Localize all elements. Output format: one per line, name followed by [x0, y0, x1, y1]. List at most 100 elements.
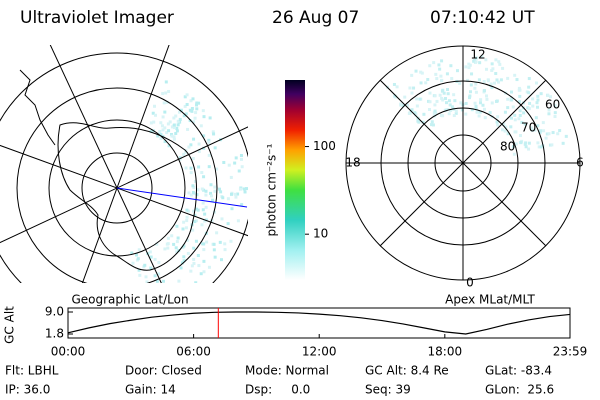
dot — [439, 74, 443, 78]
dot — [143, 263, 147, 267]
dot — [242, 187, 246, 191]
dot — [517, 86, 521, 90]
dot — [176, 236, 180, 240]
dot — [175, 129, 179, 133]
dot — [420, 71, 424, 75]
dot — [530, 126, 534, 130]
dot — [431, 123, 435, 127]
dot — [167, 144, 171, 148]
dot — [170, 125, 174, 129]
dot — [175, 126, 179, 130]
dot — [204, 193, 208, 197]
dot — [466, 78, 470, 82]
status-field: Mode: Normal — [245, 364, 329, 378]
dot — [474, 104, 478, 108]
dot — [151, 111, 155, 115]
dot — [192, 120, 196, 124]
dot — [510, 90, 514, 94]
dot — [185, 93, 189, 97]
dot — [539, 92, 543, 96]
dot — [418, 97, 422, 101]
dot — [518, 113, 522, 117]
dot — [518, 100, 522, 104]
dot — [478, 101, 482, 105]
dot — [442, 91, 446, 95]
dot — [185, 103, 189, 107]
dot — [165, 131, 169, 135]
dot — [200, 187, 204, 191]
dot — [191, 157, 195, 161]
dot — [495, 99, 499, 103]
dot — [483, 116, 487, 120]
dot — [134, 253, 138, 257]
dot — [468, 90, 472, 94]
status-field: GC Alt: 8.4 Re — [365, 364, 449, 378]
mlt-line — [379, 79, 547, 247]
dot — [513, 118, 517, 122]
dot — [473, 86, 477, 90]
dot — [503, 129, 507, 133]
dot — [510, 116, 514, 120]
dot — [178, 117, 182, 121]
dot — [237, 169, 241, 173]
alt-frame — [67, 307, 571, 339]
colorbar-label: photon cm⁻²s⁻¹ — [265, 143, 279, 236]
dot — [536, 98, 540, 102]
dot — [473, 101, 477, 105]
dot — [172, 137, 176, 141]
dot — [195, 193, 199, 197]
dot — [221, 196, 225, 200]
dot — [174, 131, 178, 135]
x-tick-label: 18:00 — [428, 345, 463, 359]
dot — [527, 77, 531, 81]
dot — [424, 81, 428, 85]
dot — [513, 113, 517, 117]
dot — [484, 67, 488, 71]
dot — [195, 101, 199, 105]
dot — [523, 142, 527, 146]
dot — [153, 274, 157, 278]
dot — [504, 125, 508, 129]
dot — [509, 96, 513, 100]
dot — [182, 244, 186, 248]
dot — [234, 195, 238, 199]
dot — [497, 60, 501, 64]
dot — [444, 108, 448, 112]
apex-map — [345, 45, 581, 281]
dot — [441, 98, 445, 102]
dot — [207, 138, 211, 142]
dot — [179, 108, 183, 112]
dot — [191, 228, 195, 232]
dot — [520, 120, 524, 124]
dot — [195, 103, 199, 107]
dot — [155, 279, 159, 283]
dot — [165, 285, 168, 288]
dot — [184, 112, 188, 116]
dot — [184, 226, 188, 230]
dot — [159, 136, 163, 140]
dot — [464, 65, 468, 69]
mlt-label: 6 — [576, 156, 584, 170]
dot — [184, 150, 188, 154]
dot — [464, 101, 468, 105]
dot — [438, 67, 442, 71]
dot — [438, 93, 442, 97]
status-field: Flt: LBHL — [5, 364, 59, 378]
dot — [197, 142, 201, 146]
dot — [527, 91, 531, 95]
dot — [229, 192, 233, 196]
dot — [553, 104, 557, 108]
dot — [163, 126, 167, 130]
dot — [167, 89, 171, 93]
dot — [229, 175, 233, 179]
dot — [541, 121, 545, 125]
dot — [539, 145, 543, 149]
dot — [144, 275, 148, 279]
dot — [430, 120, 434, 124]
dot — [452, 114, 456, 118]
dot — [162, 101, 166, 105]
dot — [503, 110, 507, 114]
dot — [547, 108, 551, 112]
dot — [213, 255, 217, 259]
